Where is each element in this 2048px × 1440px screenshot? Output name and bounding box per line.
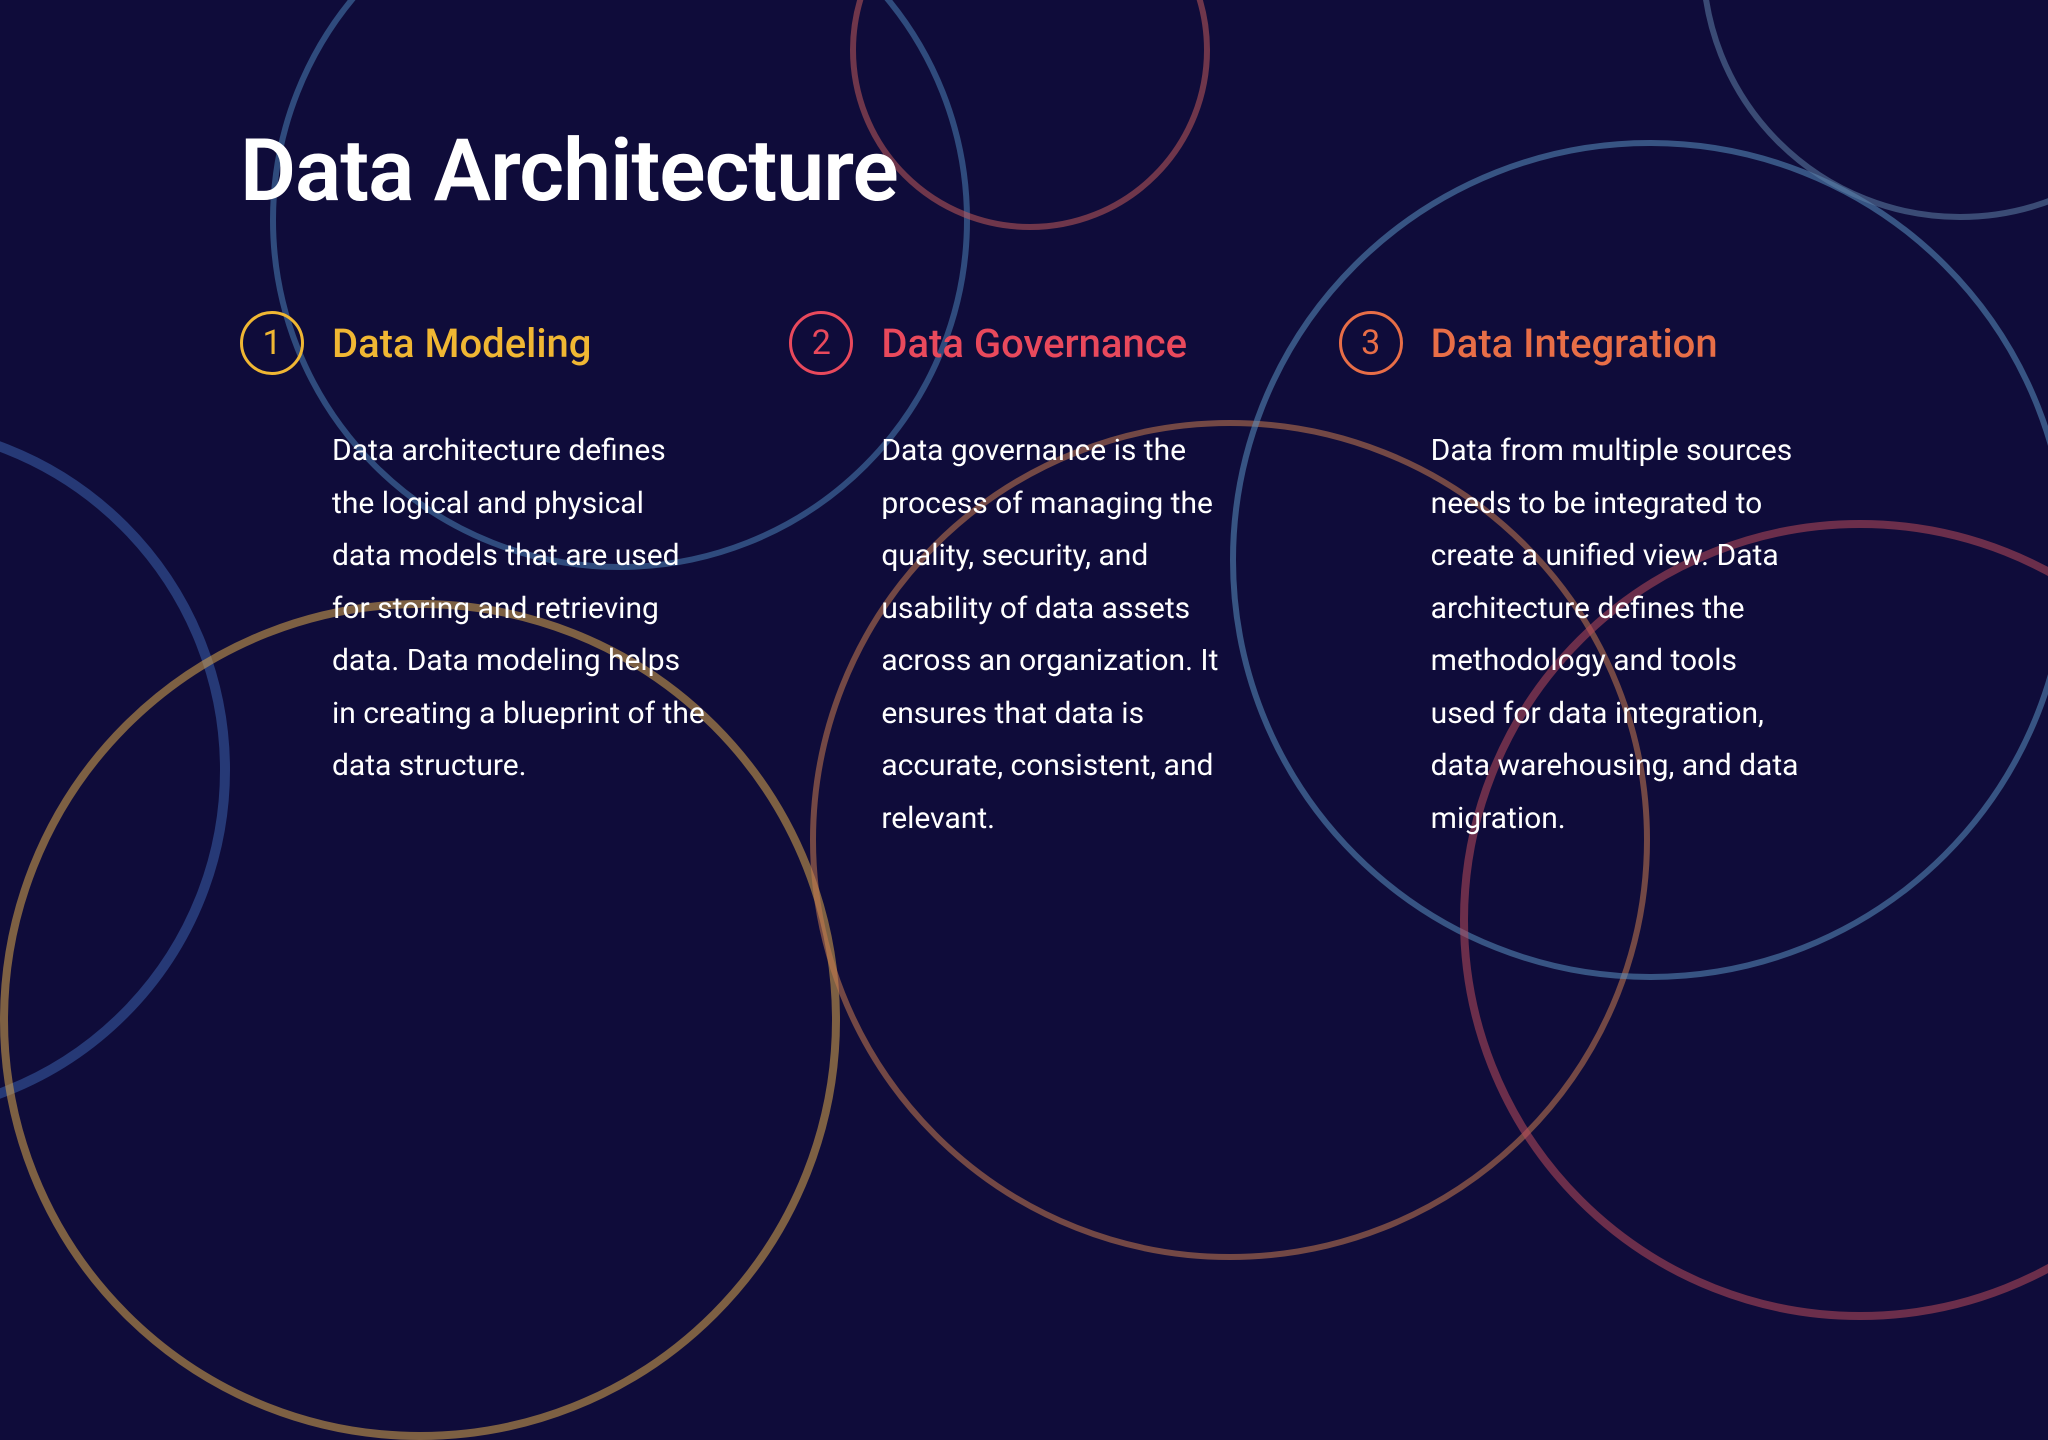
number-badge: 1	[240, 311, 304, 375]
column-body: Data governance is the process of managi…	[789, 425, 1258, 845]
number-badge: 3	[1339, 311, 1403, 375]
slide-content: Data Architecture 1 Data Modeling Data a…	[0, 0, 2048, 845]
page-title: Data Architecture	[240, 120, 1808, 221]
column-title: Data Modeling	[332, 320, 591, 367]
column-data-governance: 2 Data Governance Data governance is the…	[789, 311, 1258, 845]
column-title: Data Governance	[881, 320, 1187, 367]
column-header: 3 Data Integration	[1339, 311, 1808, 375]
column-body: Data architecture defines the logical an…	[240, 425, 709, 793]
column-title: Data Integration	[1431, 320, 1718, 367]
column-data-modeling: 1 Data Modeling Data architecture define…	[240, 311, 709, 845]
column-body: Data from multiple sources needs to be i…	[1339, 425, 1808, 845]
column-data-integration: 3 Data Integration Data from multiple so…	[1339, 311, 1808, 845]
column-header: 2 Data Governance	[789, 311, 1258, 375]
columns-container: 1 Data Modeling Data architecture define…	[240, 311, 1808, 845]
number-badge: 2	[789, 311, 853, 375]
column-header: 1 Data Modeling	[240, 311, 709, 375]
